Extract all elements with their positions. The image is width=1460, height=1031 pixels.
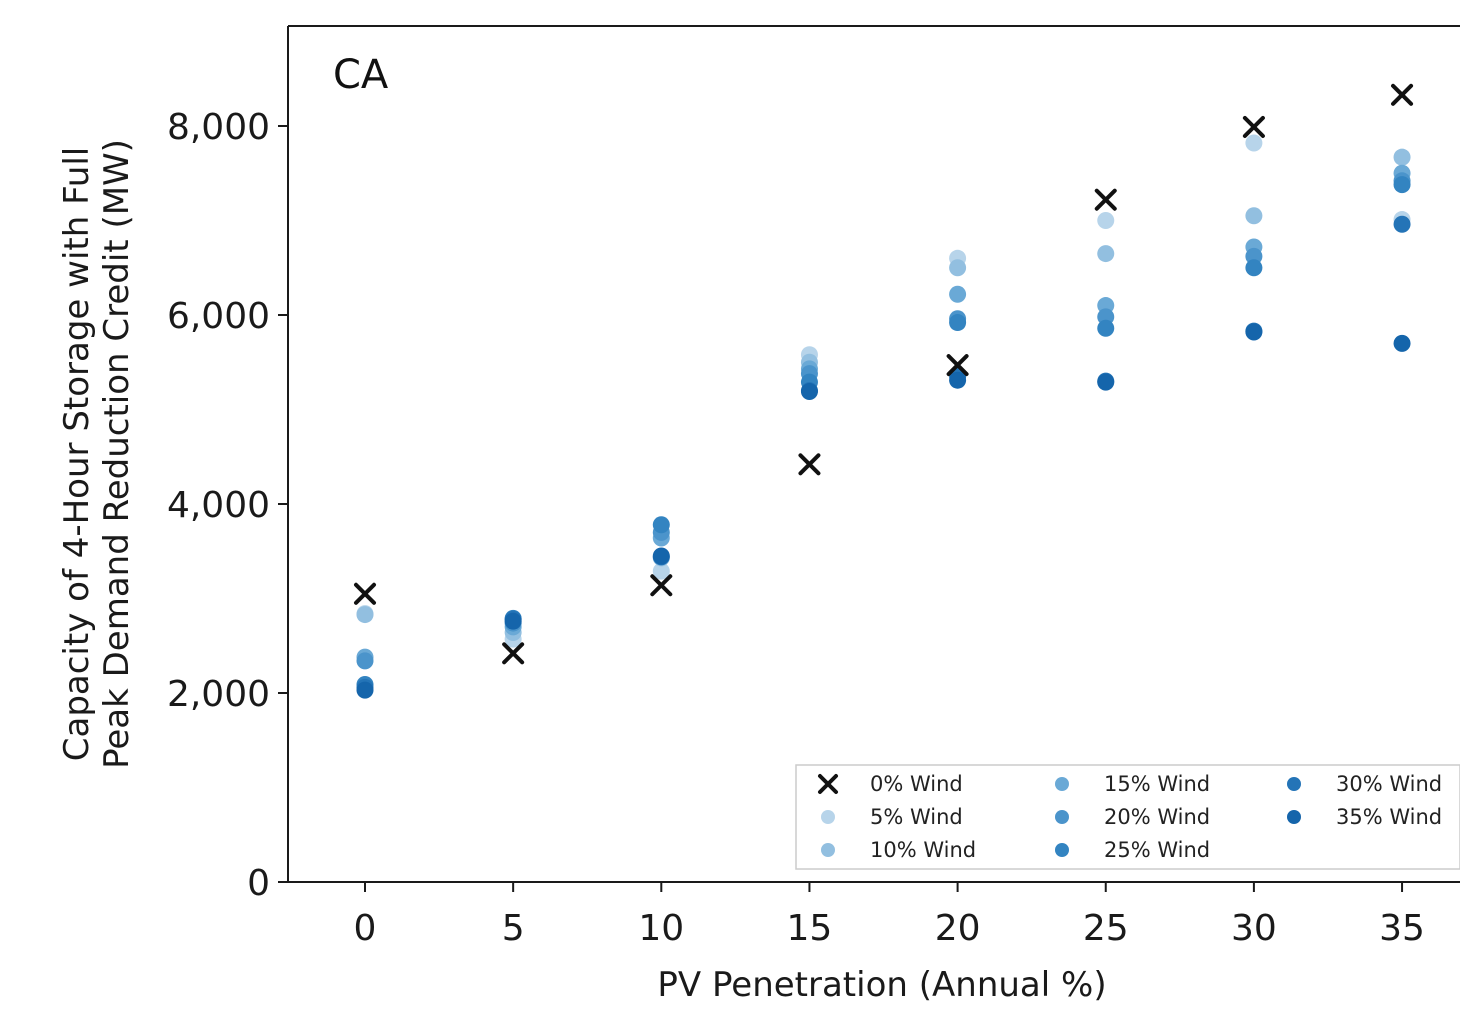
point-35pct-wind: [652, 547, 670, 565]
point-25pct-wind: [1393, 176, 1411, 194]
legend-marker-35pct-wind: [1287, 810, 1301, 824]
x-axis-ticks: 0 5 10 15 20 25 30 35: [354, 882, 1425, 949]
point-5pct-wind: [1245, 134, 1263, 152]
y-tick-label: 2,000: [167, 674, 270, 715]
y-tick-label: 4,000: [167, 485, 270, 526]
y-axis-label-line2: Peak Demand Reduction Credit (MW): [97, 139, 137, 769]
point-0pct-wind: [650, 574, 673, 597]
legend-label-30pct-wind: 30% Wind: [1336, 772, 1442, 796]
legend: 0% Wind 5% Wind 10% Wind 15% Wind 20% Wind 25…: [795, 764, 1460, 870]
legend-label-5pct-wind: 5% Wind: [870, 805, 963, 829]
y-tick-label: 8,000: [167, 107, 270, 148]
x-tick-label: 10: [638, 908, 684, 949]
data-points: [354, 83, 1414, 699]
panel-label: CA: [333, 52, 389, 98]
point-0pct-wind: [354, 582, 376, 605]
point-0pct-wind: [946, 354, 969, 377]
point-35pct-wind: [1245, 323, 1263, 341]
legend-entries: 0% Wind 5% Wind 10% Wind 15% Wind 20% Wind 25…: [818, 772, 1442, 862]
x-tick-label: 35: [1379, 908, 1425, 949]
y-tick-label: 6,000: [167, 296, 270, 337]
y-axis-ticks: 0 2,000 4,000 6,000 8,000: [167, 107, 288, 904]
legend-label-15pct-wind: 15% Wind: [1104, 772, 1210, 796]
legend-marker-0pct-wind: [818, 774, 838, 794]
legend-label-10pct-wind: 10% Wind: [870, 838, 976, 862]
legend-label-25pct-wind: 25% Wind: [1104, 838, 1210, 862]
point-35pct-wind: [800, 383, 818, 401]
legend-label-0pct-wind: 0% Wind: [870, 772, 963, 796]
legend-marker-5pct-wind: [821, 810, 835, 824]
point-5pct-wind: [652, 562, 670, 580]
point-0pct-wind: [1242, 115, 1265, 138]
legend-marker-10pct-wind: [821, 843, 835, 857]
point-0pct-wind: [1094, 188, 1117, 211]
legend-label-35pct-wind: 35% Wind: [1336, 805, 1442, 829]
point-15pct-wind: [949, 285, 967, 303]
point-10pct-wind: [949, 259, 967, 277]
point-10pct-wind: [356, 606, 374, 624]
point-35pct-wind: [1393, 334, 1411, 352]
point-25pct-wind: [949, 314, 967, 332]
point-5pct-wind: [1097, 212, 1115, 229]
x-tick-label: 0: [354, 908, 377, 949]
point-35pct-wind: [949, 371, 967, 389]
x-tick-label: 5: [502, 908, 525, 949]
legend-box: [795, 764, 1460, 870]
x-axis-label: PV Penetration (Annual %): [657, 965, 1106, 1005]
x-tick-label: 25: [1083, 908, 1129, 949]
point-0pct-wind: [798, 453, 821, 476]
x-tick-label: 30: [1231, 908, 1277, 949]
legend-marker-30pct-wind: [1287, 777, 1301, 791]
point-35pct-wind: [504, 612, 522, 630]
point-25pct-wind: [652, 516, 670, 534]
point-0pct-wind: [1391, 83, 1414, 106]
point-30pct-wind: [1393, 215, 1411, 233]
point-10pct-wind: [1393, 148, 1411, 166]
legend-marker-25pct-wind: [1055, 843, 1069, 857]
legend-marker-20pct-wind: [1055, 810, 1069, 824]
legend-label-20pct-wind: 20% Wind: [1104, 805, 1210, 829]
plot-area: [288, 26, 1460, 882]
point-0pct-wind: [502, 642, 525, 665]
point-25pct-wind: [1097, 319, 1115, 337]
legend-marker-15pct-wind: [1055, 777, 1069, 791]
point-10pct-wind: [1245, 207, 1263, 225]
x-tick-label: 15: [787, 908, 833, 949]
point-25pct-wind: [1245, 259, 1263, 277]
point-35pct-wind: [1097, 373, 1115, 391]
point-35pct-wind: [356, 681, 374, 699]
y-axis-label: Capacity of 4-Hour Storage with Full Pea…: [57, 139, 137, 769]
y-axis-label-line1: Capacity of 4-Hour Storage with Full: [57, 147, 97, 762]
point-10pct-wind: [1097, 245, 1115, 263]
x-tick-label: 20: [935, 908, 981, 949]
point-20pct-wind: [356, 652, 374, 670]
y-tick-label: 0: [247, 863, 270, 904]
